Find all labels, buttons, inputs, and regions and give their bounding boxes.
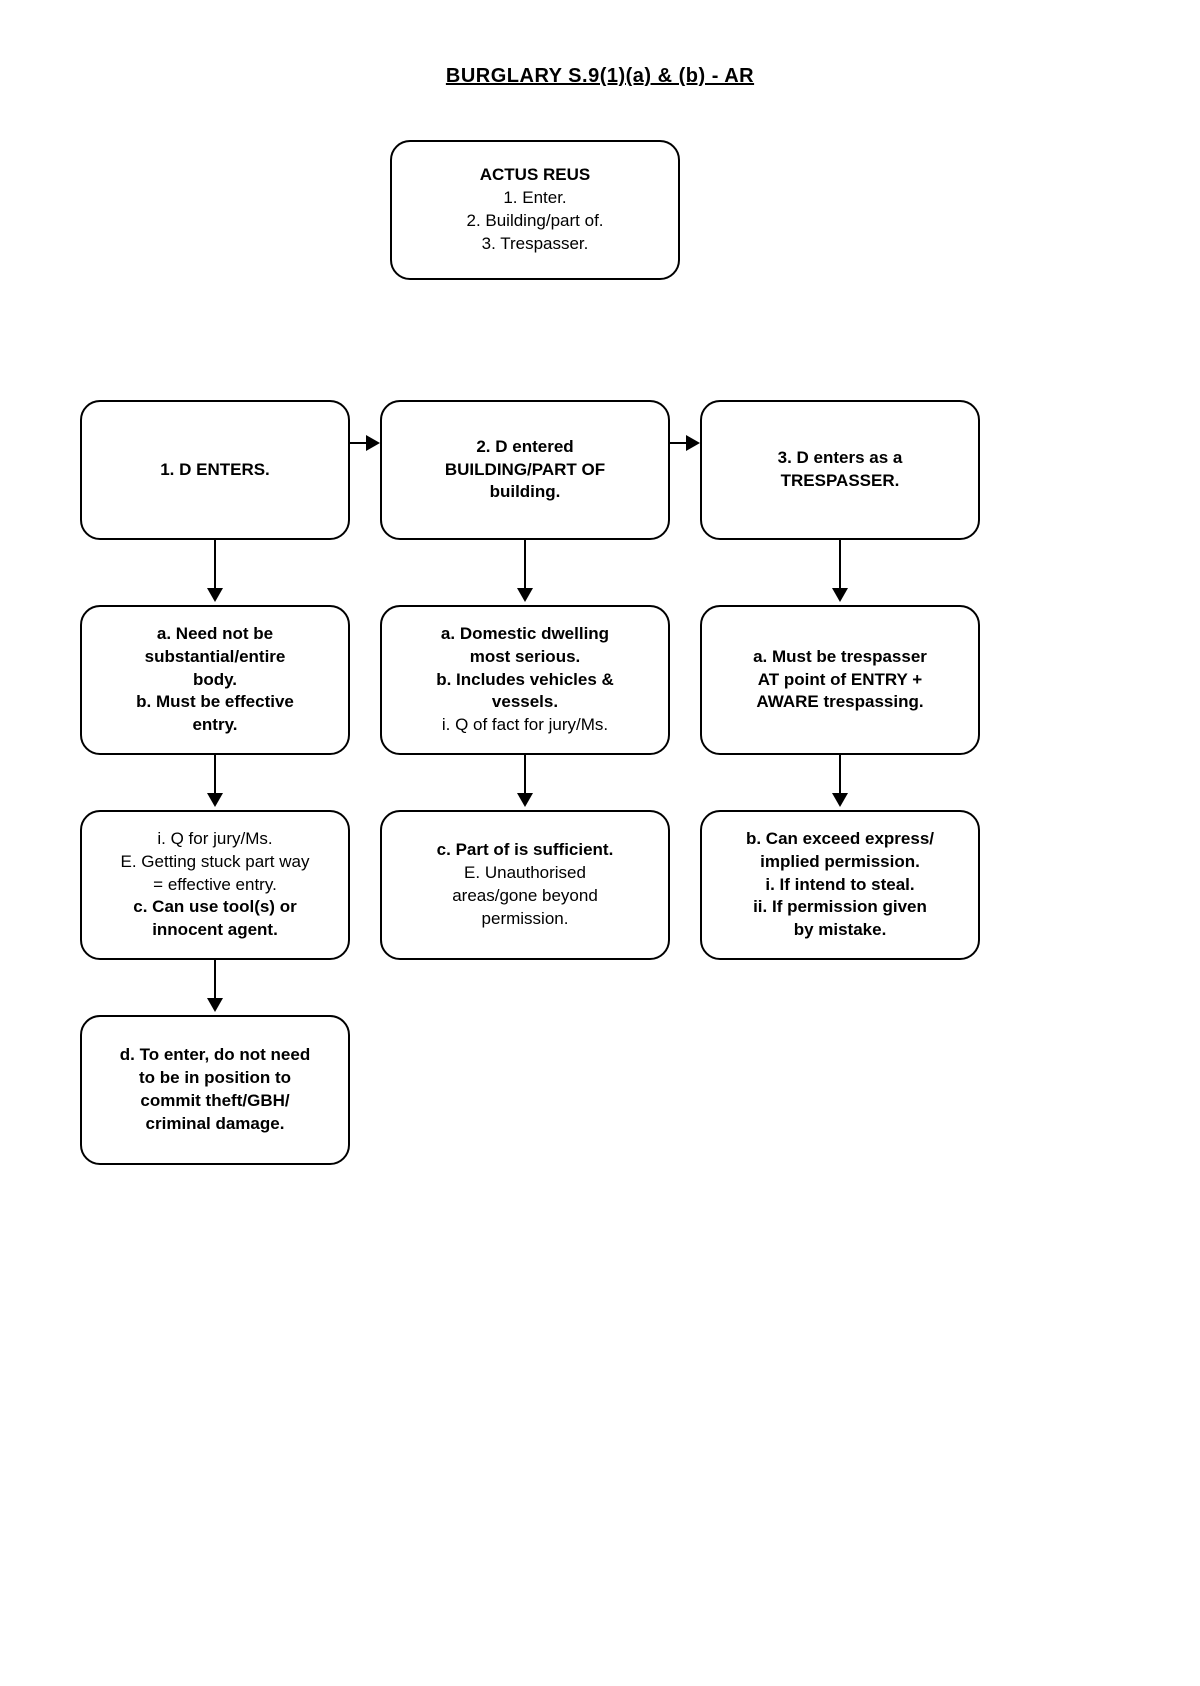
arrow-head-down-icon bbox=[207, 588, 223, 602]
node-line: 2. Building/part of. bbox=[466, 210, 603, 233]
node-line: b. Can exceed express/ bbox=[746, 828, 934, 851]
arrow-head-down-icon bbox=[207, 998, 223, 1012]
arrow-head-down-icon bbox=[832, 793, 848, 807]
arrow-line bbox=[214, 960, 216, 1000]
node-line: b. Includes vehicles & bbox=[436, 669, 614, 692]
node-line: commit theft/GBH/ bbox=[140, 1090, 289, 1113]
node-line: a. Domestic dwelling bbox=[441, 623, 609, 646]
node-col2-head: 2. D entered BUILDING/PART OF building. bbox=[380, 400, 670, 540]
node-col3-head: 3. D enters as a TRESPASSER. bbox=[700, 400, 980, 540]
node-heading: 1. D ENTERS. bbox=[160, 459, 270, 482]
node-line: substantial/entire bbox=[145, 646, 286, 669]
arrow-line bbox=[214, 755, 216, 795]
node-line: d. To enter, do not need bbox=[120, 1044, 310, 1067]
node-line: vessels. bbox=[492, 691, 558, 714]
node-col1-b: i. Q for jury/Ms. E. Getting stuck part … bbox=[80, 810, 350, 960]
node-line: i. If intend to steal. bbox=[765, 874, 914, 897]
arrow-head-down-icon bbox=[832, 588, 848, 602]
arrow-line bbox=[214, 540, 216, 590]
node-line: permission. bbox=[482, 908, 569, 931]
page-title: BURGLARY S.9(1)(a) & (b) - AR bbox=[0, 65, 1200, 88]
node-col2-a: a. Domestic dwelling most serious. b. In… bbox=[380, 605, 670, 755]
node-line: by mistake. bbox=[794, 919, 887, 942]
node-line: implied permission. bbox=[760, 851, 920, 874]
node-line: AWARE trespassing. bbox=[756, 691, 923, 714]
node-line: entry. bbox=[192, 714, 237, 737]
node-line: AT point of ENTRY + bbox=[758, 669, 922, 692]
arrow-head-right-icon bbox=[686, 435, 700, 451]
node-heading-line: BUILDING/PART OF bbox=[445, 459, 605, 482]
node-line: i. Q for jury/Ms. bbox=[157, 828, 272, 851]
arrow-head-down-icon bbox=[517, 588, 533, 602]
node-heading-line: 2. D entered bbox=[476, 436, 573, 459]
node-line: E. Getting stuck part way bbox=[121, 851, 310, 874]
node-heading-line: 3. D enters as a bbox=[778, 447, 903, 470]
arrow-line bbox=[524, 540, 526, 590]
node-col3-a: a. Must be trespasser AT point of ENTRY … bbox=[700, 605, 980, 755]
node-line: c. Part of is sufficient. bbox=[437, 839, 614, 862]
node-line: a. Must be trespasser bbox=[753, 646, 927, 669]
arrow-head-down-icon bbox=[207, 793, 223, 807]
node-line: innocent agent. bbox=[152, 919, 278, 942]
arrow-head-down-icon bbox=[517, 793, 533, 807]
node-line: ii. If permission given bbox=[753, 896, 927, 919]
node-col2-b: c. Part of is sufficient. E. Unauthorise… bbox=[380, 810, 670, 960]
node-line: i. Q of fact for jury/Ms. bbox=[442, 714, 608, 737]
node-col3-b: b. Can exceed express/ implied permissio… bbox=[700, 810, 980, 960]
node-line: most serious. bbox=[470, 646, 581, 669]
arrow-line bbox=[839, 540, 841, 590]
node-line: b. Must be effective bbox=[136, 691, 294, 714]
arrow-line bbox=[524, 755, 526, 795]
node-line: criminal damage. bbox=[146, 1113, 285, 1136]
node-line: areas/gone beyond bbox=[452, 885, 598, 908]
node-line: c. Can use tool(s) or bbox=[133, 896, 296, 919]
arrow-head-right-icon bbox=[366, 435, 380, 451]
node-col1-c: d. To enter, do not need to be in positi… bbox=[80, 1015, 350, 1165]
node-col1-head: 1. D ENTERS. bbox=[80, 400, 350, 540]
node-heading: ACTUS REUS bbox=[480, 164, 591, 187]
flowchart-canvas: BURGLARY S.9(1)(a) & (b) - AR ACTUS REUS… bbox=[0, 0, 1200, 1686]
node-line: 3. Trespasser. bbox=[482, 233, 589, 256]
node-actus-reus: ACTUS REUS 1. Enter. 2. Building/part of… bbox=[390, 140, 680, 280]
node-col1-a: a. Need not be substantial/entire body. … bbox=[80, 605, 350, 755]
node-line: body. bbox=[193, 669, 237, 692]
node-line: = effective entry. bbox=[153, 874, 277, 897]
node-heading-line: TRESPASSER. bbox=[781, 470, 900, 493]
node-line: a. Need not be bbox=[157, 623, 273, 646]
arrow-line bbox=[839, 755, 841, 795]
node-line: E. Unauthorised bbox=[464, 862, 586, 885]
node-line: 1. Enter. bbox=[503, 187, 566, 210]
node-heading-line: building. bbox=[490, 481, 561, 504]
node-line: to be in position to bbox=[139, 1067, 291, 1090]
